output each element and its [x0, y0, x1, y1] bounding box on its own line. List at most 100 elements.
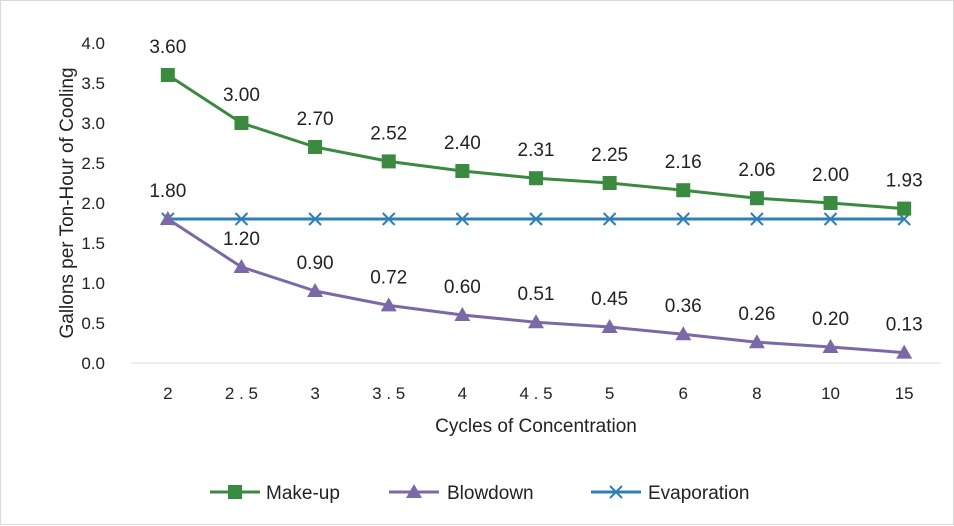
- x-tick-label: 5: [605, 384, 614, 403]
- data-point-blowdown: [528, 314, 544, 329]
- data-label-make-up: 1.93: [886, 171, 923, 192]
- y-axis-ticks: 0.0 0.5 1.0 1.5 2.0 2.5 3.0 3.5 4.0: [81, 34, 105, 373]
- data-point-blowdown: [822, 339, 839, 353]
- data-point-make-up: [602, 176, 617, 190]
- legend-item-evaporation: Evaporation: [591, 483, 749, 504]
- series-make-up: [160, 68, 912, 216]
- y-tick-label: 0.5: [81, 314, 105, 333]
- x-axis-label: Cycles of Concentration: [435, 416, 637, 437]
- x-tick-label: 6: [679, 384, 688, 403]
- x-tick-label: 4: [458, 384, 467, 403]
- data-point-evaporation: [750, 212, 764, 226]
- data-point-make-up: [381, 154, 396, 169]
- data-label-make-up: 2.25: [591, 145, 628, 166]
- data-point-evaporation: [676, 212, 690, 226]
- legend: Make-up Blowdown Evaporation: [210, 483, 749, 504]
- data-label-make-up: 2.31: [518, 140, 555, 161]
- data-point-evaporation: [529, 212, 543, 226]
- data-label-make-up: 2.40: [444, 133, 481, 154]
- x-axis-ticks: 2 2 . 5 3 3 . 5 4 4 . 5 5 6 8 10 15: [163, 384, 914, 403]
- legend-item-make-up: Make-up: [210, 483, 340, 504]
- data-point-make-up: [676, 183, 691, 198]
- legend-marker-evaporation: [609, 485, 623, 499]
- data-point-blowdown: [159, 211, 176, 225]
- marker-stroke: [602, 212, 617, 226]
- x-tick-label: 15: [895, 384, 914, 403]
- y-tick-label: 3.5: [81, 74, 105, 93]
- x-tick-label: 10: [821, 384, 840, 403]
- legend-label-blowdown: Blowdown: [447, 483, 534, 504]
- legend-item-blowdown: Blowdown: [389, 483, 534, 504]
- y-tick-label: 4.0: [81, 34, 105, 53]
- y-tick-label: 3.0: [81, 114, 105, 133]
- data-point-make-up: [308, 140, 323, 154]
- data-labels: 3.60 3.00 2.70 2.52 2.40 2.31 2.25 2.16 2.06 2.00…: [149, 37, 922, 336]
- marker-stroke: [382, 212, 396, 226]
- data-point-blowdown: [380, 297, 397, 312]
- data-point-make-up: [749, 191, 764, 206]
- data-label-make-up: 3.00: [223, 85, 260, 106]
- data-label-make-up: 2.52: [370, 123, 407, 144]
- data-label-blowdown: 1.80: [149, 181, 186, 202]
- data-label-blowdown: 0.36: [665, 296, 702, 317]
- data-point-make-up: [529, 171, 543, 186]
- data-point-blowdown: [601, 319, 618, 333]
- legend-label-make-up: Make-up: [266, 483, 340, 504]
- data-point-evaporation: [382, 212, 396, 226]
- data-point-make-up: [823, 196, 838, 210]
- data-label-make-up: 3.60: [149, 37, 186, 58]
- data-label-blowdown: 0.90: [297, 253, 334, 274]
- y-tick-label: 1.5: [81, 234, 105, 253]
- data-label-blowdown: 0.45: [591, 289, 628, 310]
- marker-stroke: [676, 212, 690, 226]
- marker-stroke: [750, 212, 764, 226]
- marker-stroke: [455, 212, 470, 226]
- data-label-make-up: 2.00: [812, 165, 849, 186]
- data-point-evaporation: [602, 212, 617, 226]
- x-tick-label: 3: [310, 384, 319, 403]
- x-tick-label: 2 . 5: [225, 384, 258, 403]
- marker-stroke: [609, 485, 623, 499]
- series-lines: [159, 68, 913, 359]
- marker-stroke: [823, 212, 838, 226]
- data-point-make-up: [455, 164, 470, 178]
- data-label-make-up: 2.70: [297, 109, 334, 130]
- y-axis-label: Gallons per Ton-Hour of Cooling: [57, 67, 78, 338]
- series-blowdown: [159, 211, 913, 359]
- data-point-evaporation: [455, 212, 470, 226]
- y-tick-label: 2.5: [81, 154, 105, 173]
- data-point-make-up: [897, 201, 912, 216]
- data-label-blowdown: 1.20: [223, 229, 260, 250]
- data-label-make-up: 2.16: [665, 152, 702, 173]
- data-label-blowdown: 0.51: [518, 284, 555, 305]
- x-tick-label: 3 . 5: [372, 384, 405, 403]
- x-tick-label: 4 . 5: [519, 384, 552, 403]
- data-point-blowdown: [748, 334, 765, 349]
- data-point-evaporation: [823, 212, 838, 226]
- data-label-blowdown: 0.20: [812, 309, 849, 330]
- y-tick-label: 0.0: [81, 354, 105, 373]
- data-label-blowdown: 0.72: [370, 267, 407, 288]
- data-point-make-up: [234, 116, 249, 130]
- data-label-make-up: 2.06: [738, 160, 775, 181]
- data-point-blowdown: [675, 326, 692, 341]
- data-label-blowdown: 0.60: [444, 277, 481, 298]
- legend-label-evaporation: Evaporation: [648, 483, 749, 504]
- y-tick-label: 1.0: [81, 274, 105, 293]
- x-tick-label: 2: [163, 384, 172, 403]
- data-label-blowdown: 0.26: [738, 304, 775, 325]
- data-point-evaporation: [308, 212, 322, 226]
- data-point-blowdown: [454, 307, 471, 321]
- legend-marker-make-up: [228, 485, 242, 499]
- marker-stroke: [308, 212, 322, 226]
- data-point-evaporation: [234, 212, 249, 226]
- y-tick-label: 2.0: [81, 194, 105, 213]
- data-label-blowdown: 0.13: [886, 315, 923, 336]
- data-point-blowdown: [896, 344, 913, 359]
- data-point-blowdown: [233, 259, 250, 273]
- data-point-blowdown: [307, 283, 324, 297]
- marker-stroke: [529, 212, 543, 226]
- marker-stroke: [234, 212, 249, 226]
